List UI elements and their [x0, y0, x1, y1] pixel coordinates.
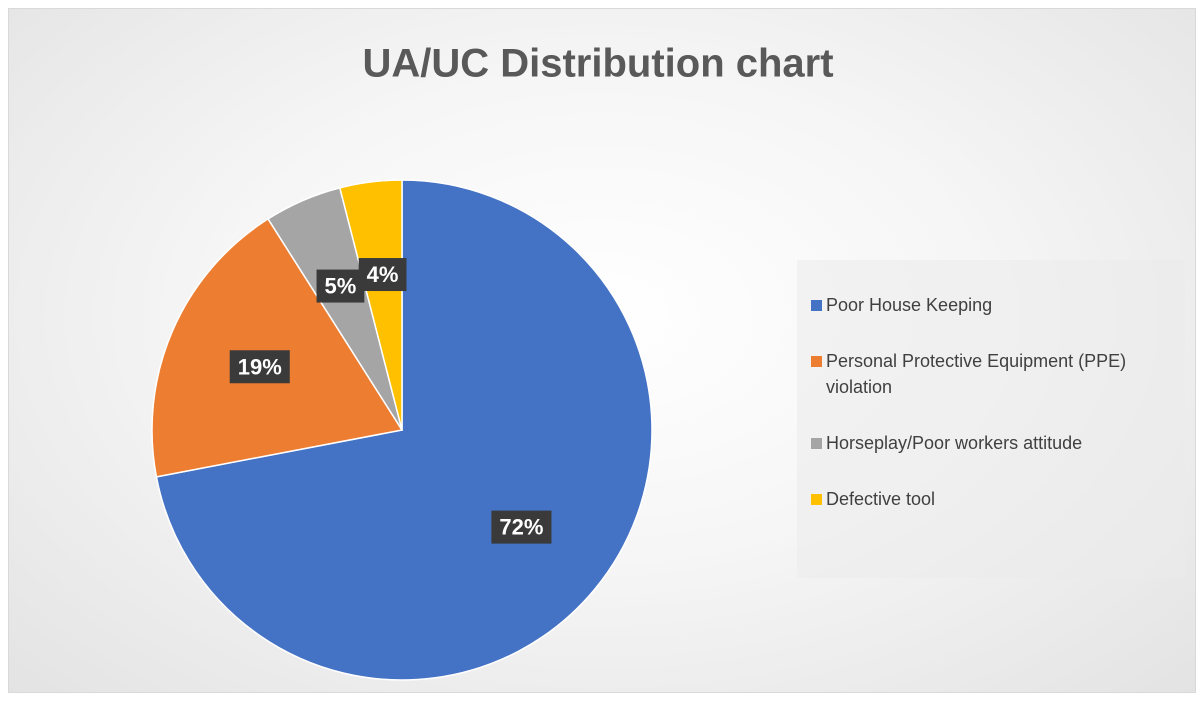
- legend-swatch: [811, 300, 822, 311]
- pie-slice: [155, 179, 653, 681]
- data-label-text: 19%: [238, 354, 282, 379]
- data-label-box: [229, 350, 290, 384]
- legend-label: Personal Protective Equipment (PPE) viol…: [826, 351, 1127, 397]
- data-label: 5%: [316, 269, 365, 303]
- legend-label: Defective tool: [826, 489, 936, 509]
- pie-slice: [151, 217, 404, 478]
- data-label-box: [491, 510, 552, 544]
- data-label-box: [358, 258, 407, 292]
- data-label: 4%: [358, 258, 407, 292]
- legend-item: Defective tool: [811, 486, 1175, 512]
- legend-swatch: [811, 356, 822, 367]
- legend: Poor House Keeping Personal Protective Eq…: [797, 260, 1185, 578]
- legend-swatch: [811, 494, 822, 505]
- pie-slice: [338, 179, 403, 431]
- chart-title: UA/UC Distribution chart: [362, 42, 833, 86]
- data-label: 19%: [229, 350, 290, 384]
- data-label: 72%: [491, 510, 552, 544]
- legend-swatch: [811, 438, 822, 449]
- legend-item: Horseplay/Poor workers attitude: [811, 430, 1175, 456]
- legend-item: Poor House Keeping: [811, 292, 1175, 318]
- data-label-text: 5%: [325, 274, 357, 299]
- data-label-text: 4%: [367, 262, 399, 287]
- legend-label: Horseplay/Poor workers attitude: [826, 433, 1083, 453]
- data-label-box: [316, 269, 365, 303]
- legend-item: Personal Protective Equipment (PPE) viol…: [811, 348, 1175, 400]
- legend-label: Poor House Keeping: [826, 295, 993, 315]
- data-label-text: 72%: [499, 515, 543, 540]
